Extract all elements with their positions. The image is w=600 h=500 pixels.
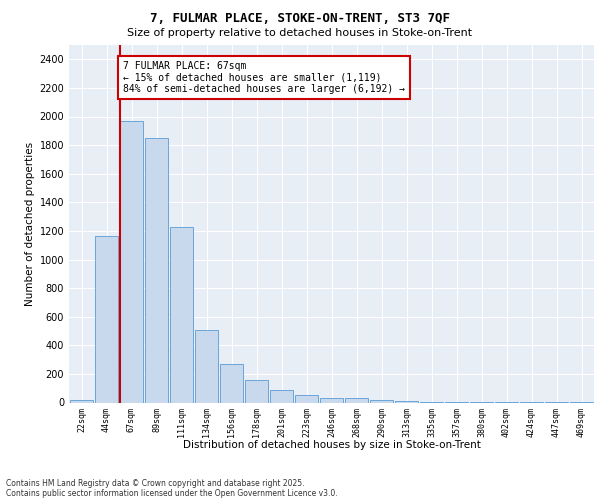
Bar [245,380,268,402]
Bar [220,364,243,403]
Bar [345,398,368,402]
Bar [95,236,118,402]
Bar [145,138,168,402]
Text: 7, FULMAR PLACE, STOKE-ON-TRENT, ST3 7QF: 7, FULMAR PLACE, STOKE-ON-TRENT, ST3 7QF [150,12,450,26]
Bar [320,398,343,402]
X-axis label: Distribution of detached houses by size in Stoke-on-Trent: Distribution of detached houses by size … [182,440,481,450]
Bar [120,121,143,402]
Bar [195,330,218,402]
Bar [370,400,393,402]
Bar [70,400,93,402]
Text: Contains public sector information licensed under the Open Government Licence v3: Contains public sector information licen… [6,488,338,498]
Bar [295,396,318,402]
Y-axis label: Number of detached properties: Number of detached properties [25,142,35,306]
Text: 7 FULMAR PLACE: 67sqm
← 15% of detached houses are smaller (1,119)
84% of semi-d: 7 FULMAR PLACE: 67sqm ← 15% of detached … [123,60,405,94]
Text: Size of property relative to detached houses in Stoke-on-Trent: Size of property relative to detached ho… [127,28,473,38]
Bar [270,390,293,402]
Bar [170,226,193,402]
Text: Contains HM Land Registry data © Crown copyright and database right 2025.: Contains HM Land Registry data © Crown c… [6,478,305,488]
